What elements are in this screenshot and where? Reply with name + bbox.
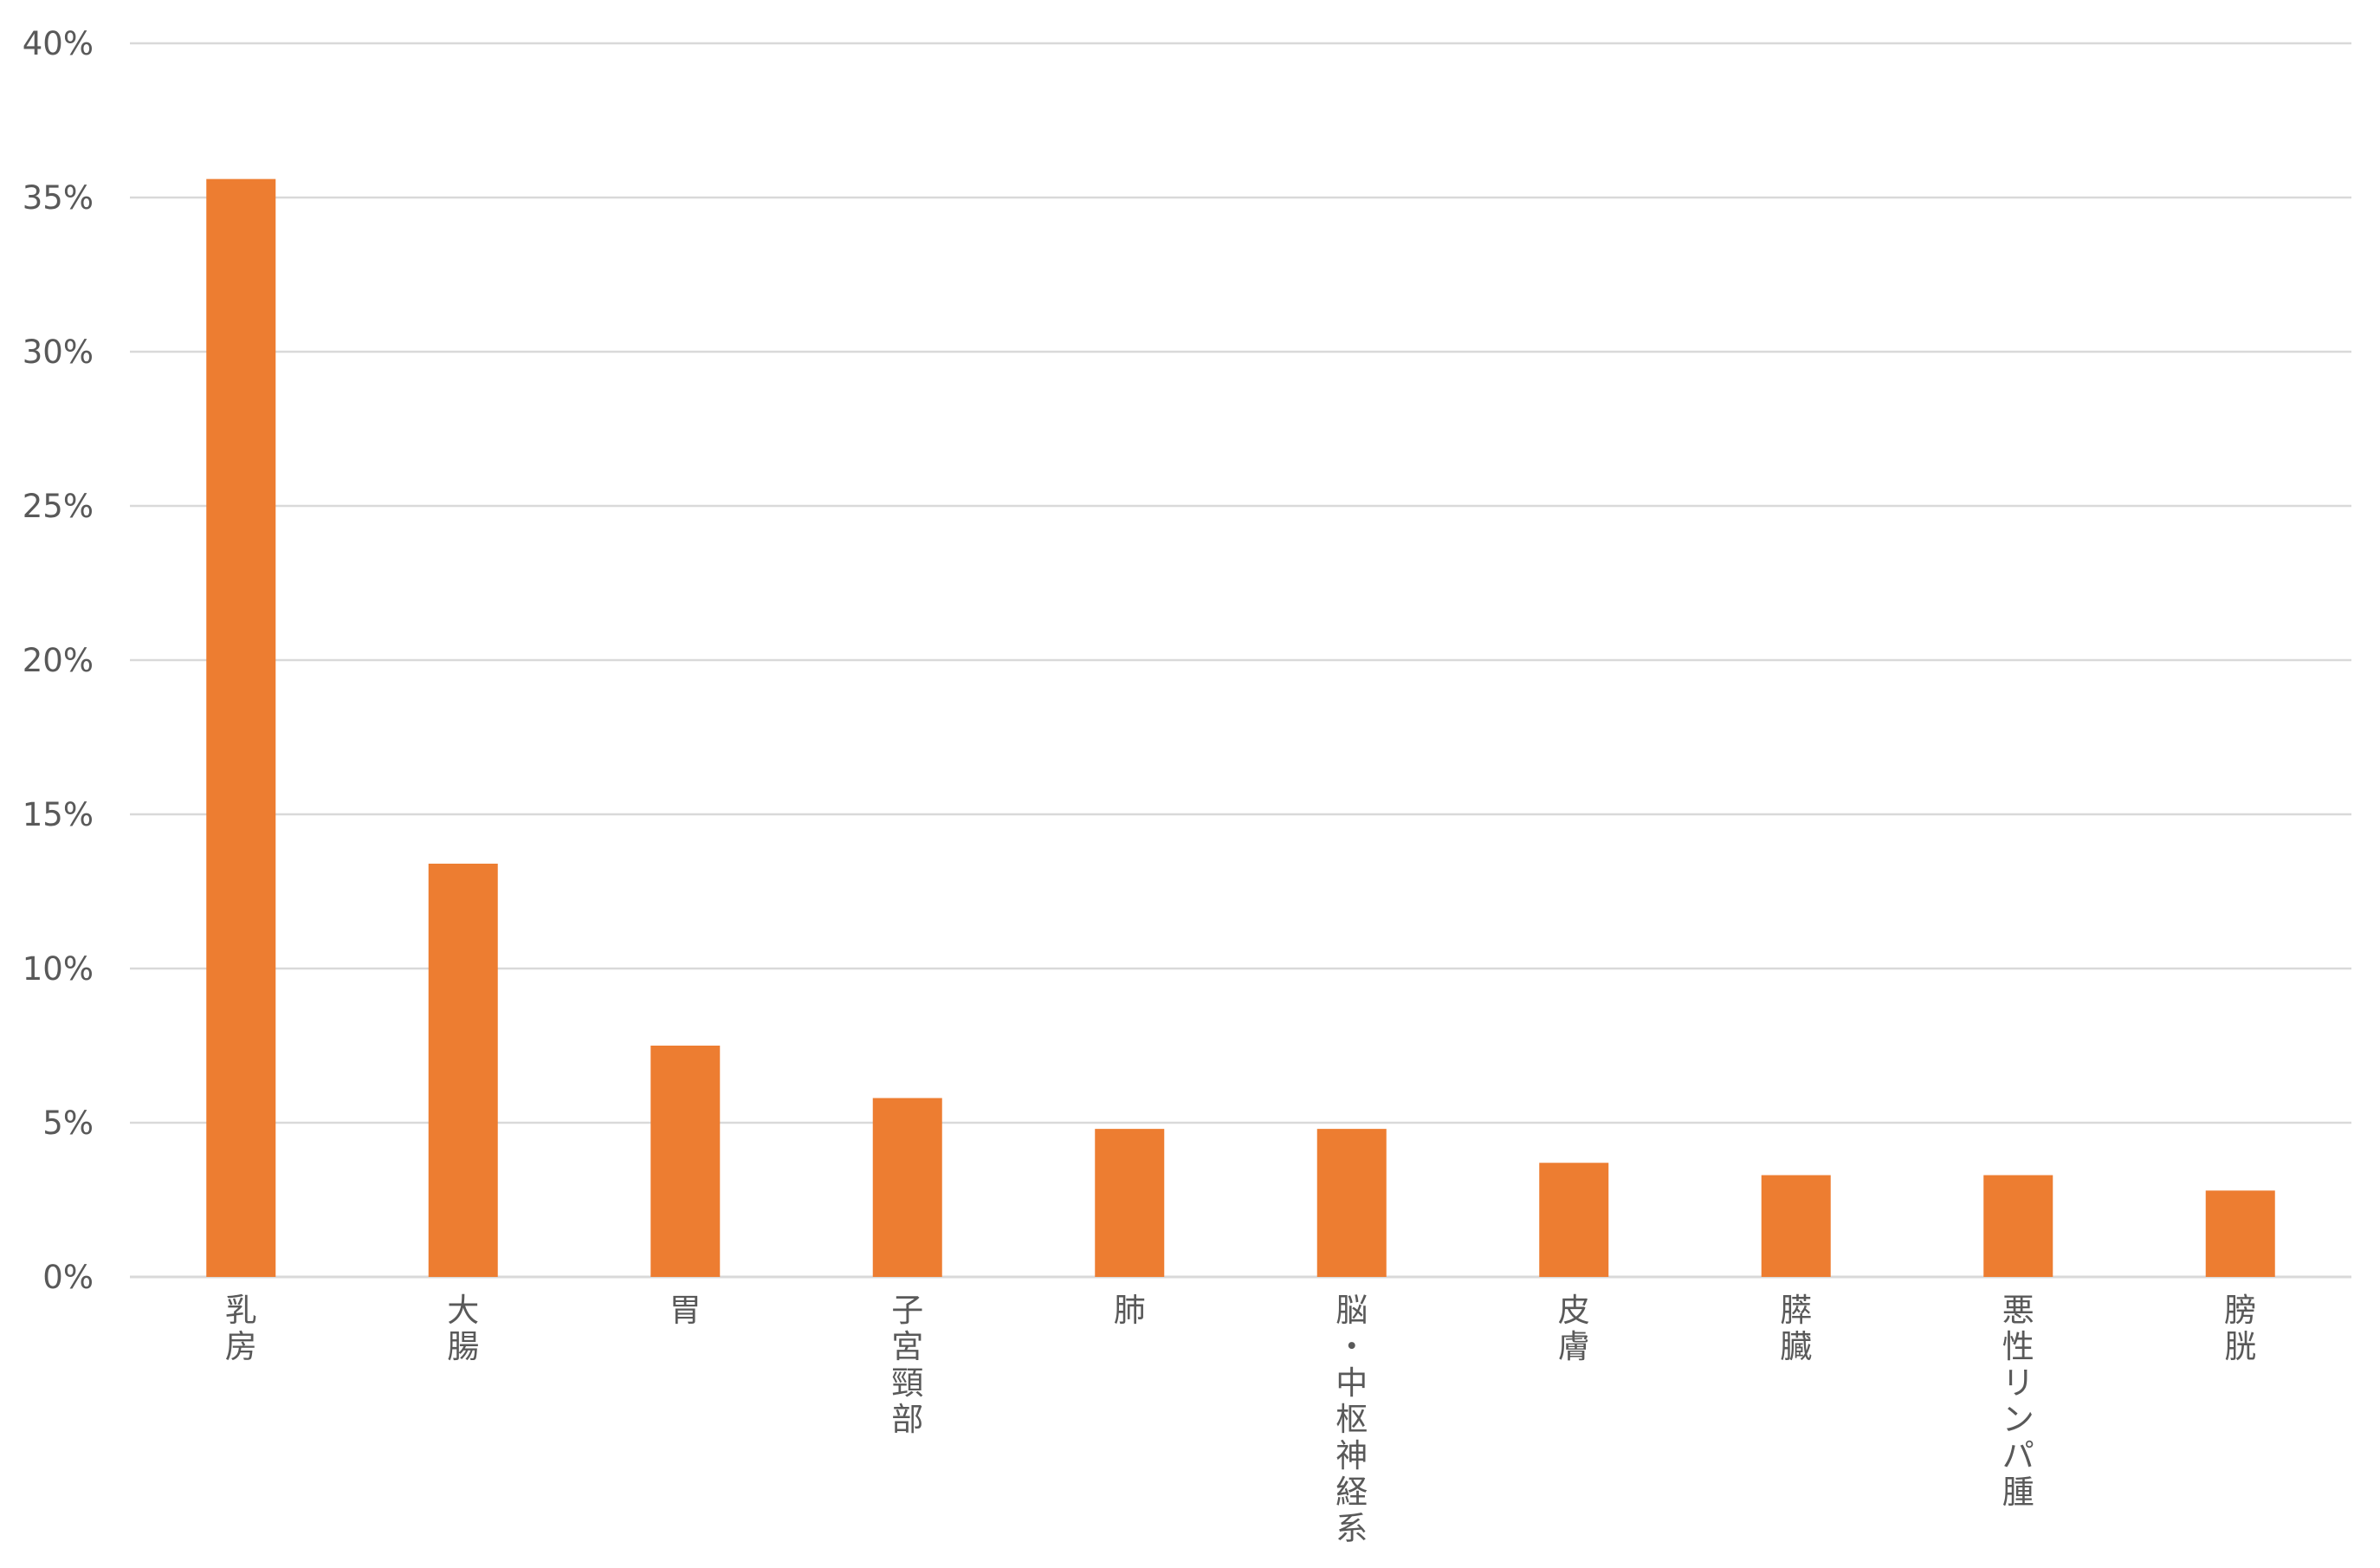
bar	[2205, 1190, 2275, 1277]
bar	[1761, 1175, 1831, 1277]
x-category-label: 皮膚	[1558, 1292, 1590, 1365]
y-axis-ticks: 0% 5% 10% 15% 20% 25% 30% 35% 40%	[23, 25, 94, 1296]
x-axis-category-labels: 乳房 大腸 胃 子宮頸部 肺 脳・中枢神経系 皮膚 膵臓 悪性リンパ腫 膀胱	[225, 1292, 2257, 1547]
bar	[1539, 1163, 1609, 1277]
bar	[1095, 1129, 1165, 1277]
y-tick-label: 5%	[42, 1105, 94, 1142]
y-tick-label: 20%	[23, 642, 94, 679]
x-category-label: 子宮頸部	[891, 1292, 923, 1438]
bars	[206, 178, 2275, 1277]
bar	[206, 178, 276, 1277]
y-tick-label: 35%	[23, 179, 94, 217]
x-category-label: 乳房	[225, 1292, 257, 1365]
bar	[872, 1098, 942, 1277]
bar	[650, 1046, 721, 1277]
bar	[428, 863, 498, 1277]
gridlines	[130, 42, 2351, 1279]
bar	[1983, 1175, 2053, 1277]
x-category-label: 膵臓	[1780, 1292, 1812, 1365]
x-category-label: 胃	[669, 1292, 702, 1329]
x-category-label: 膀胱	[2224, 1292, 2256, 1365]
x-category-label: 悪性リンパ腫	[2002, 1292, 2034, 1511]
y-tick-label: 30%	[23, 334, 94, 371]
bar	[1316, 1129, 1387, 1277]
x-category-label: 大腸	[447, 1292, 479, 1365]
y-tick-label: 25%	[23, 488, 94, 525]
x-category-label: 肺	[1114, 1292, 1146, 1329]
y-tick-label: 10%	[23, 950, 94, 988]
y-tick-label: 40%	[23, 25, 94, 62]
x-category-label: 脳・中枢神経系	[1336, 1292, 1368, 1547]
y-tick-label: 0%	[42, 1259, 94, 1296]
y-tick-label: 15%	[23, 796, 94, 833]
